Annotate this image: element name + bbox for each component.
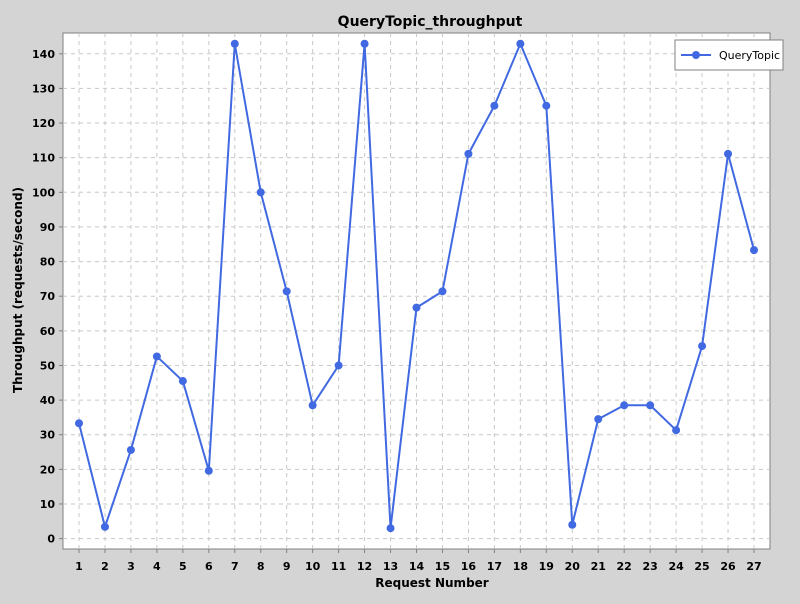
x-tick-label: 12	[357, 560, 372, 573]
y-axis-ticks: 0 10 20 30 40 50 60 70 80 90 100 110 120 130 140	[32, 48, 63, 546]
x-tick-label: 3	[127, 560, 135, 573]
data-point	[256, 188, 265, 197]
x-tick-label: 9	[283, 560, 291, 573]
x-tick-label: 4	[153, 560, 161, 573]
x-tick-label: 20	[565, 560, 581, 573]
data-point	[308, 401, 317, 410]
data-point	[152, 352, 161, 361]
data-point	[360, 39, 369, 48]
y-tick-label: 110	[32, 152, 55, 165]
x-tick-label: 2	[101, 560, 109, 573]
x-tick-label: 5	[179, 560, 187, 573]
data-point	[568, 520, 577, 529]
data-point	[230, 39, 239, 48]
x-tick-label: 10	[305, 560, 321, 573]
data-point	[646, 401, 655, 410]
y-tick-label: 60	[40, 325, 56, 338]
data-point	[412, 303, 421, 312]
x-tick-label: 15	[435, 560, 450, 573]
y-tick-label: 10	[40, 498, 56, 511]
data-point	[126, 445, 135, 454]
data-point	[542, 101, 551, 110]
x-tick-label: 17	[487, 560, 502, 573]
y-tick-label: 90	[40, 221, 56, 234]
data-point	[620, 401, 629, 410]
x-tick-label: 27	[746, 560, 761, 573]
legend-marker-swatch	[692, 51, 700, 59]
data-point	[438, 287, 447, 296]
y-tick-label: 20	[40, 463, 56, 476]
x-tick-label: 13	[383, 560, 398, 573]
x-tick-label: 18	[513, 560, 528, 573]
x-tick-label: 1	[75, 560, 83, 573]
x-tick-label: 16	[461, 560, 477, 573]
y-axis-label: Throughput (requests/second)	[11, 187, 25, 393]
legend-label: QueryTopic	[719, 49, 780, 62]
x-tick-label: 14	[409, 560, 425, 573]
data-point	[282, 287, 291, 296]
y-tick-label: 30	[40, 429, 56, 442]
data-point	[594, 415, 603, 424]
chart-title: QueryTopic_throughput	[338, 14, 523, 30]
y-tick-label: 140	[32, 48, 55, 61]
x-tick-label: 21	[591, 560, 606, 573]
x-tick-label: 8	[257, 560, 265, 573]
x-tick-label: 26	[720, 560, 736, 573]
y-tick-label: 120	[32, 117, 55, 130]
data-point	[334, 361, 343, 370]
y-tick-label: 80	[40, 256, 56, 269]
data-point	[386, 524, 395, 533]
x-tick-label: 23	[642, 560, 657, 573]
data-point	[464, 149, 473, 158]
x-tick-label: 19	[539, 560, 554, 573]
y-tick-label: 40	[40, 394, 56, 407]
x-tick-label: 7	[231, 560, 239, 573]
data-point	[672, 426, 681, 435]
x-axis-ticks: 1 2 3 4 5 6 7 8 9 10 11 12 13 14 15 16 17 18 19 20 21 22 23 24 2…	[75, 549, 762, 573]
legend: QueryTopic	[674, 39, 784, 71]
x-tick-label: 25	[694, 560, 709, 573]
y-tick-label: 50	[40, 359, 56, 372]
data-point	[490, 101, 499, 110]
data-point	[204, 466, 213, 475]
y-tick-label: 0	[47, 533, 55, 546]
series-layer	[75, 39, 758, 533]
data-point	[698, 342, 707, 351]
data-point	[178, 377, 187, 386]
data-point	[750, 246, 758, 255]
x-tick-label: 6	[205, 560, 213, 573]
y-tick-label: 70	[40, 290, 56, 303]
grid-lines	[63, 33, 770, 549]
x-axis-label: Request Number	[375, 576, 489, 590]
data-point	[724, 149, 733, 158]
data-point	[75, 419, 83, 428]
y-tick-label: 100	[32, 186, 55, 199]
data-point	[516, 39, 525, 48]
x-tick-label: 11	[331, 560, 346, 573]
data-point	[100, 522, 109, 531]
x-tick-label: 22	[617, 560, 632, 573]
x-tick-label: 24	[668, 560, 684, 573]
y-tick-label: 130	[32, 82, 55, 95]
